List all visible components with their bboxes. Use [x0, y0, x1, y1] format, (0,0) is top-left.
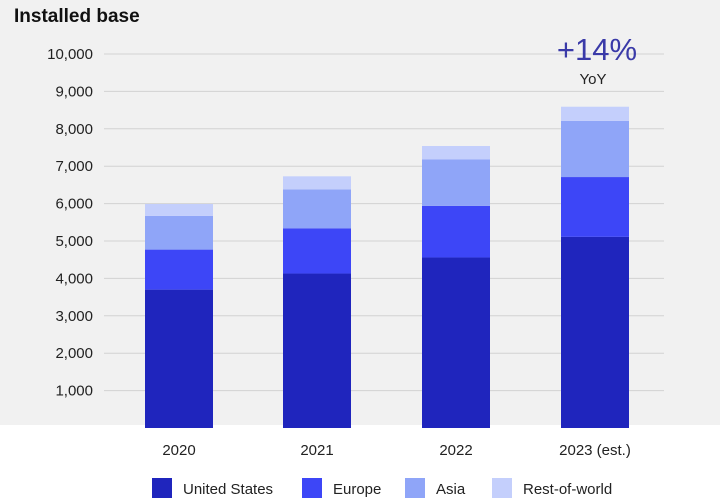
bar-europe-1: [283, 228, 351, 274]
x-tick-label: 2020: [162, 442, 195, 459]
y-tick-label: 7,000: [55, 158, 93, 175]
y-tick-label: 3,000: [55, 308, 93, 325]
bar-rest-of-world-3: [561, 106, 629, 121]
y-tick-label: 1,000: [55, 383, 93, 400]
y-axis-ticks: 1,000 2,000 3,000 4,000 5,000 6,000 7,000 8,000…: [47, 46, 93, 400]
legend-label-europe: Europe: [333, 481, 381, 498]
legend-label-rest-of-world: Rest-of-world: [523, 481, 612, 498]
bar-europe-3: [561, 177, 629, 237]
y-tick-label: 6,000: [55, 196, 93, 213]
yoy-label: YoY: [580, 71, 607, 88]
bars: [145, 106, 629, 428]
x-axis-ticks: 2020 2021 2022 2023 (est.): [162, 442, 631, 459]
bar-united-states-2: [422, 257, 490, 428]
legend-swatch-rest-of-world: [492, 478, 512, 498]
y-tick-label: 8,000: [55, 121, 93, 138]
legend-swatch-united-states: [152, 478, 172, 498]
y-tick-label: 4,000: [55, 270, 93, 287]
yoy-annotation: +14% YoY: [557, 32, 637, 88]
x-tick-label: 2022: [439, 442, 472, 459]
bar-rest-of-world-1: [283, 176, 351, 190]
bar-rest-of-world-0: [145, 203, 213, 216]
bar-united-states-1: [283, 273, 351, 428]
bar-rest-of-world-2: [422, 146, 490, 160]
legend-swatch-europe: [302, 478, 322, 498]
legend-label-united-states: United States: [183, 481, 273, 498]
legend-swatch-asia: [405, 478, 425, 498]
y-tick-label: 10,000: [47, 46, 93, 63]
x-tick-label: 2023 (est.): [559, 442, 631, 459]
bar-asia-3: [561, 120, 629, 178]
bar-asia-1: [283, 189, 351, 229]
y-tick-label: 2,000: [55, 345, 93, 362]
legend-label-asia: Asia: [436, 481, 466, 498]
y-tick-label: 5,000: [55, 233, 93, 250]
bar-europe-0: [145, 249, 213, 290]
bar-united-states-3: [561, 236, 629, 428]
legend: United States Europe Asia Rest-of-world: [152, 478, 612, 498]
yoy-percent: +14%: [557, 32, 637, 67]
bar-united-states-0: [145, 289, 213, 428]
x-tick-label: 2021: [300, 442, 333, 459]
bar-asia-0: [145, 215, 213, 250]
bar-europe-2: [422, 205, 490, 258]
bar-asia-2: [422, 159, 490, 206]
y-tick-label: 9,000: [55, 83, 93, 100]
chart-title: Installed base: [14, 6, 140, 27]
